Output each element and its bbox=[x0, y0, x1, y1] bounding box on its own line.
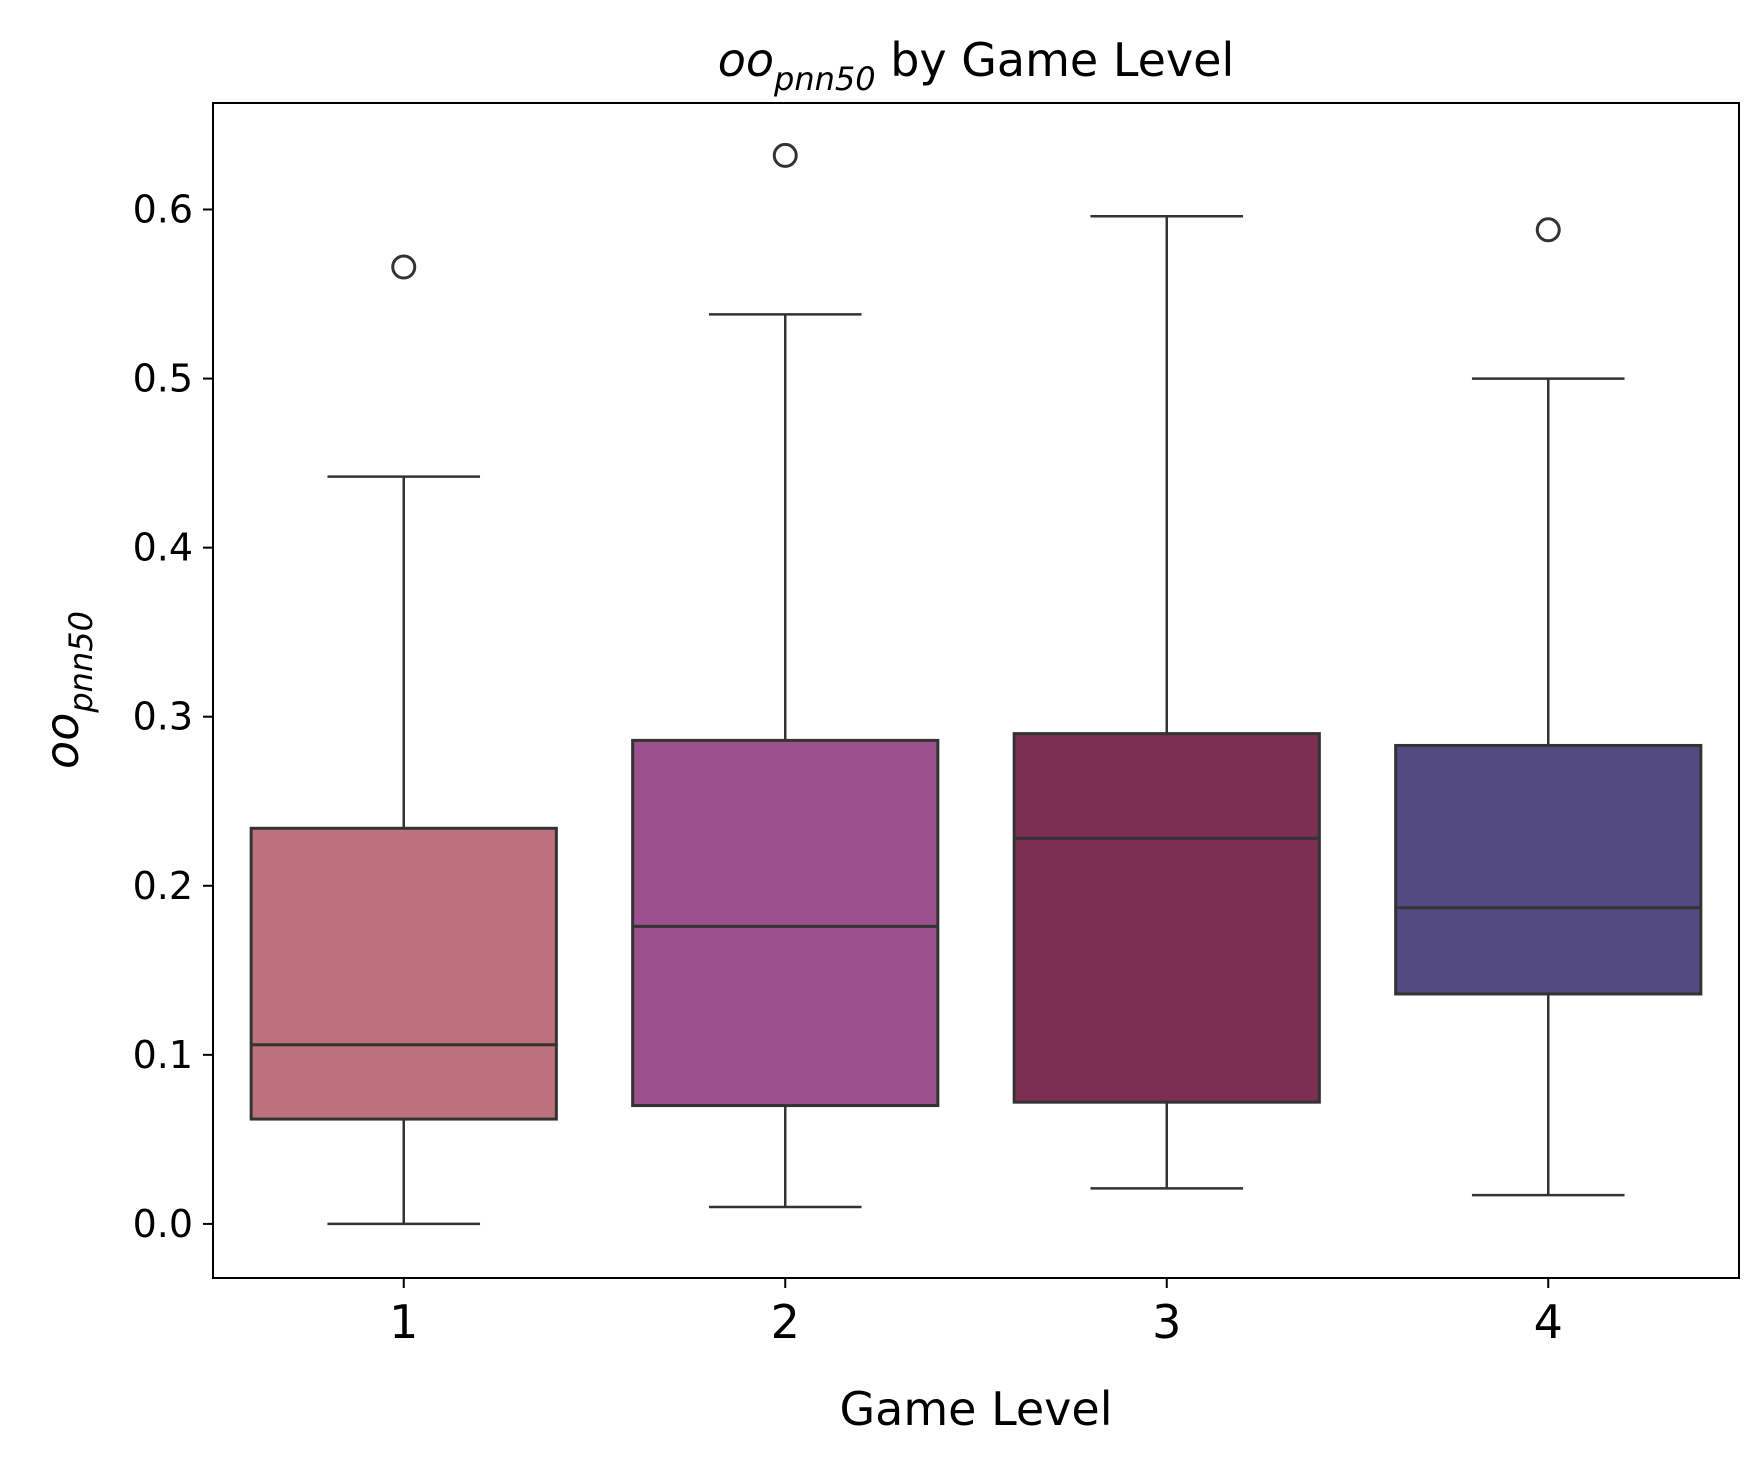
x-axis: 1 2 3 4 bbox=[389, 1278, 1563, 1349]
box-4 bbox=[1394, 743, 1703, 996]
x-tick-label: 4 bbox=[1534, 1295, 1563, 1349]
y-axis: 0.0 0.1 0.2 0.3 0.4 0.5 0.6 bbox=[133, 188, 213, 1246]
y-tick-label: 0.2 bbox=[133, 864, 193, 908]
x-tick-label: 1 bbox=[389, 1295, 418, 1349]
chart-title-subscript: pnn50 bbox=[773, 60, 876, 98]
y-tick-label: 0.4 bbox=[133, 526, 193, 570]
x-axis-label: Game Level bbox=[840, 1382, 1113, 1436]
outlier-4-0 bbox=[1535, 217, 1561, 243]
y-axis-label-subscript: pnn50 bbox=[62, 611, 100, 714]
chart-title-symbol: oo bbox=[718, 33, 774, 87]
box-3 bbox=[1012, 732, 1321, 1104]
y-axis-label-symbol: oo bbox=[35, 713, 89, 769]
x-tick-label: 2 bbox=[771, 1295, 800, 1349]
y-tick-label: 0.6 bbox=[133, 188, 193, 232]
plot-area bbox=[249, 142, 1703, 1226]
box-group-1 bbox=[249, 254, 558, 1226]
y-tick-label: 0.1 bbox=[133, 1033, 193, 1077]
y-axis-label: oopnn50 bbox=[35, 611, 100, 769]
box-group-4 bbox=[1394, 217, 1703, 1197]
box-group-2 bbox=[631, 142, 940, 1209]
outlier-1-0 bbox=[391, 254, 417, 280]
box-1 bbox=[249, 826, 558, 1121]
y-tick-label: 0.0 bbox=[133, 1202, 193, 1246]
x-tick-label: 3 bbox=[1152, 1295, 1181, 1349]
box-group-3 bbox=[1012, 215, 1321, 1190]
y-tick-label: 0.5 bbox=[133, 357, 193, 401]
chart-title: oopnn50 by Game Level bbox=[718, 33, 1235, 98]
outlier-2-0 bbox=[772, 142, 798, 168]
box-2 bbox=[631, 738, 940, 1108]
axes-frame bbox=[212, 102, 1740, 1279]
y-tick-label: 0.3 bbox=[133, 695, 193, 739]
chart-title-rest: by Game Level bbox=[876, 33, 1235, 87]
